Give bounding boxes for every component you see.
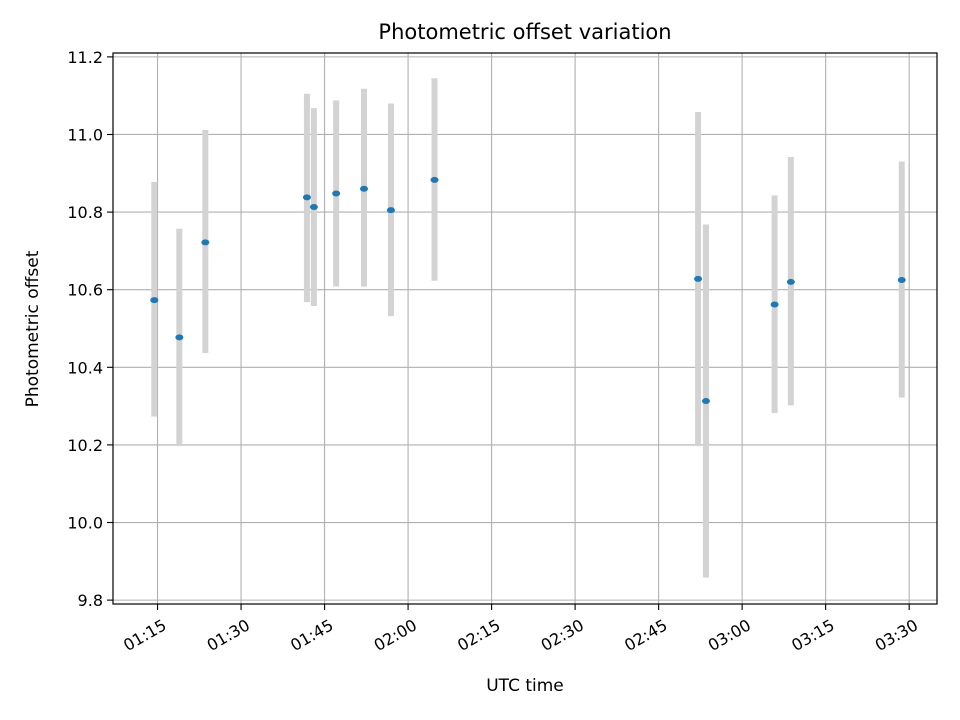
y-tick-label: 9.8	[78, 591, 103, 610]
data-point	[150, 297, 159, 304]
data-point	[302, 194, 311, 201]
x-axis-label: UTC time	[486, 676, 564, 696]
data-point	[786, 278, 795, 285]
data-point	[332, 190, 341, 197]
data-point	[430, 176, 439, 183]
data-point	[701, 398, 710, 405]
chart-title: Photometric offset variation	[378, 20, 671, 44]
data-point	[694, 275, 703, 282]
y-tick-label: 10.6	[67, 281, 103, 300]
data-point	[309, 204, 318, 211]
y-tick-label: 10.4	[67, 358, 103, 377]
y-tick-label: 11.2	[67, 48, 103, 67]
grid-lines	[113, 53, 937, 604]
y-axis-label: Photometric offset	[23, 250, 43, 407]
data-points	[150, 176, 906, 405]
data-point	[175, 334, 184, 341]
data-point	[201, 239, 210, 246]
data-point	[897, 276, 906, 283]
y-tick-label: 10.0	[67, 514, 103, 533]
y-tick-label: 10.8	[67, 203, 103, 222]
data-point	[360, 185, 369, 192]
data-point	[770, 301, 779, 308]
y-tick-label: 11.0	[67, 125, 103, 144]
y-tick-label: 10.2	[67, 436, 103, 455]
y-axis-ticks: 9.8 10.0 10.2 10.4 10.6 10.8 11.0 11.2	[67, 48, 113, 610]
data-point	[386, 207, 395, 214]
plot-frame	[112, 52, 938, 605]
